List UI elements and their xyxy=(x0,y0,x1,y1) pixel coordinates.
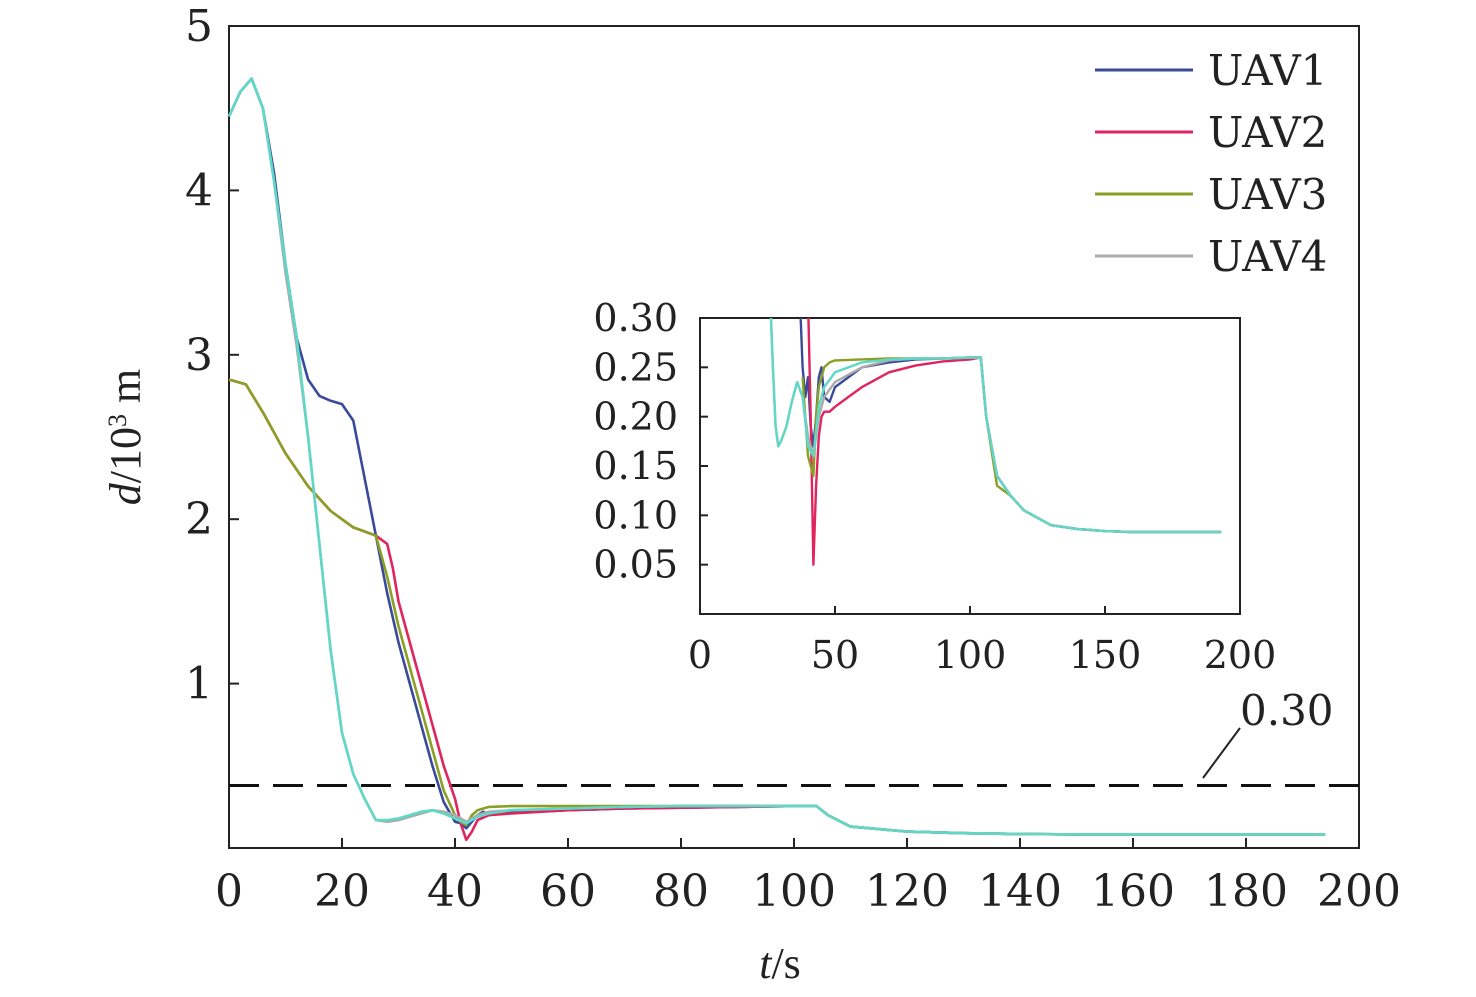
inset-x-tick-label: 50 xyxy=(811,633,859,677)
x-tick-label: 120 xyxy=(865,866,949,917)
y-axis-label-unit-exp: 3 xyxy=(103,414,132,427)
inset-x-tick-label: 0 xyxy=(688,633,712,677)
x-tick-label: 0 xyxy=(215,866,243,917)
legend-label-uav2: UAV2 xyxy=(1208,108,1327,157)
legend-label-uav4: UAV4 xyxy=(1208,232,1327,281)
y-tick-label: 1 xyxy=(185,659,213,710)
legend-label-uav3: UAV3 xyxy=(1208,170,1327,219)
threshold-annotation-leader xyxy=(1202,727,1241,779)
y-tick-label: 2 xyxy=(185,494,213,545)
x-axis-label: t/s xyxy=(759,939,801,988)
y-tick-label: 4 xyxy=(185,165,213,216)
threshold-annotation-label: 0.30 xyxy=(1240,686,1334,735)
inset-x-tick-label: 150 xyxy=(1069,633,1142,677)
inset-y-tick-label: 0.10 xyxy=(593,493,678,537)
y-axis-label: d/103 m xyxy=(101,369,150,505)
inset-x-tick-label: 200 xyxy=(1204,633,1277,677)
x-axis-label-var: t xyxy=(759,939,773,988)
inset-y-tick-label: 0.05 xyxy=(593,543,678,587)
x-tick-label: 80 xyxy=(653,866,709,917)
x-tick-label: 160 xyxy=(1091,866,1175,917)
x-tick-label: 200 xyxy=(1317,866,1401,917)
y-tick-label: 5 xyxy=(185,1,213,52)
inset-plot-frame xyxy=(699,317,1241,615)
x-axis-label-unit: /s xyxy=(771,939,800,988)
inset-y-tick-label: 0.30 xyxy=(593,296,678,340)
main-axis-ticks: 0 20 40 60 80 100 120 140 160 180 200 1 2 3 4 5 xyxy=(185,1,1401,917)
legend-label-uav1: UAV1 xyxy=(1208,46,1327,95)
y-axis-label-unit-pre: /10 xyxy=(101,427,150,483)
inset-series-group xyxy=(769,318,1222,566)
series-line-unlabeled xyxy=(227,77,1326,836)
x-tick-label: 140 xyxy=(978,866,1062,917)
x-tick-label: 40 xyxy=(427,866,483,917)
x-tick-label: 100 xyxy=(752,866,836,917)
x-tick-label: 60 xyxy=(540,866,596,917)
inset-y-tick-label: 0.25 xyxy=(593,345,678,389)
inset-y-tick-label: 0.15 xyxy=(593,444,678,488)
main-series-group xyxy=(227,77,1326,842)
inset-series-line-unlabeled xyxy=(769,318,1222,534)
threshold-line-group: 0.30 xyxy=(229,686,1359,788)
inset-y-tick-label: 0.20 xyxy=(593,395,678,439)
x-tick-label: 180 xyxy=(1204,866,1288,917)
y-axis-label-unit-post: m xyxy=(101,369,150,414)
inset-x-tick-label: 100 xyxy=(934,633,1007,677)
x-tick-label: 20 xyxy=(314,866,370,917)
inset-axis-ticks: 0 50 100 150 200 0.05 0.10 0.15 0.20 0.25 0.30 xyxy=(593,296,1276,677)
legend: UAV1 UAV2 UAV3 UAV4 xyxy=(1095,46,1327,281)
y-tick-label: 3 xyxy=(185,330,213,381)
y-axis-label-var: d xyxy=(101,482,150,505)
